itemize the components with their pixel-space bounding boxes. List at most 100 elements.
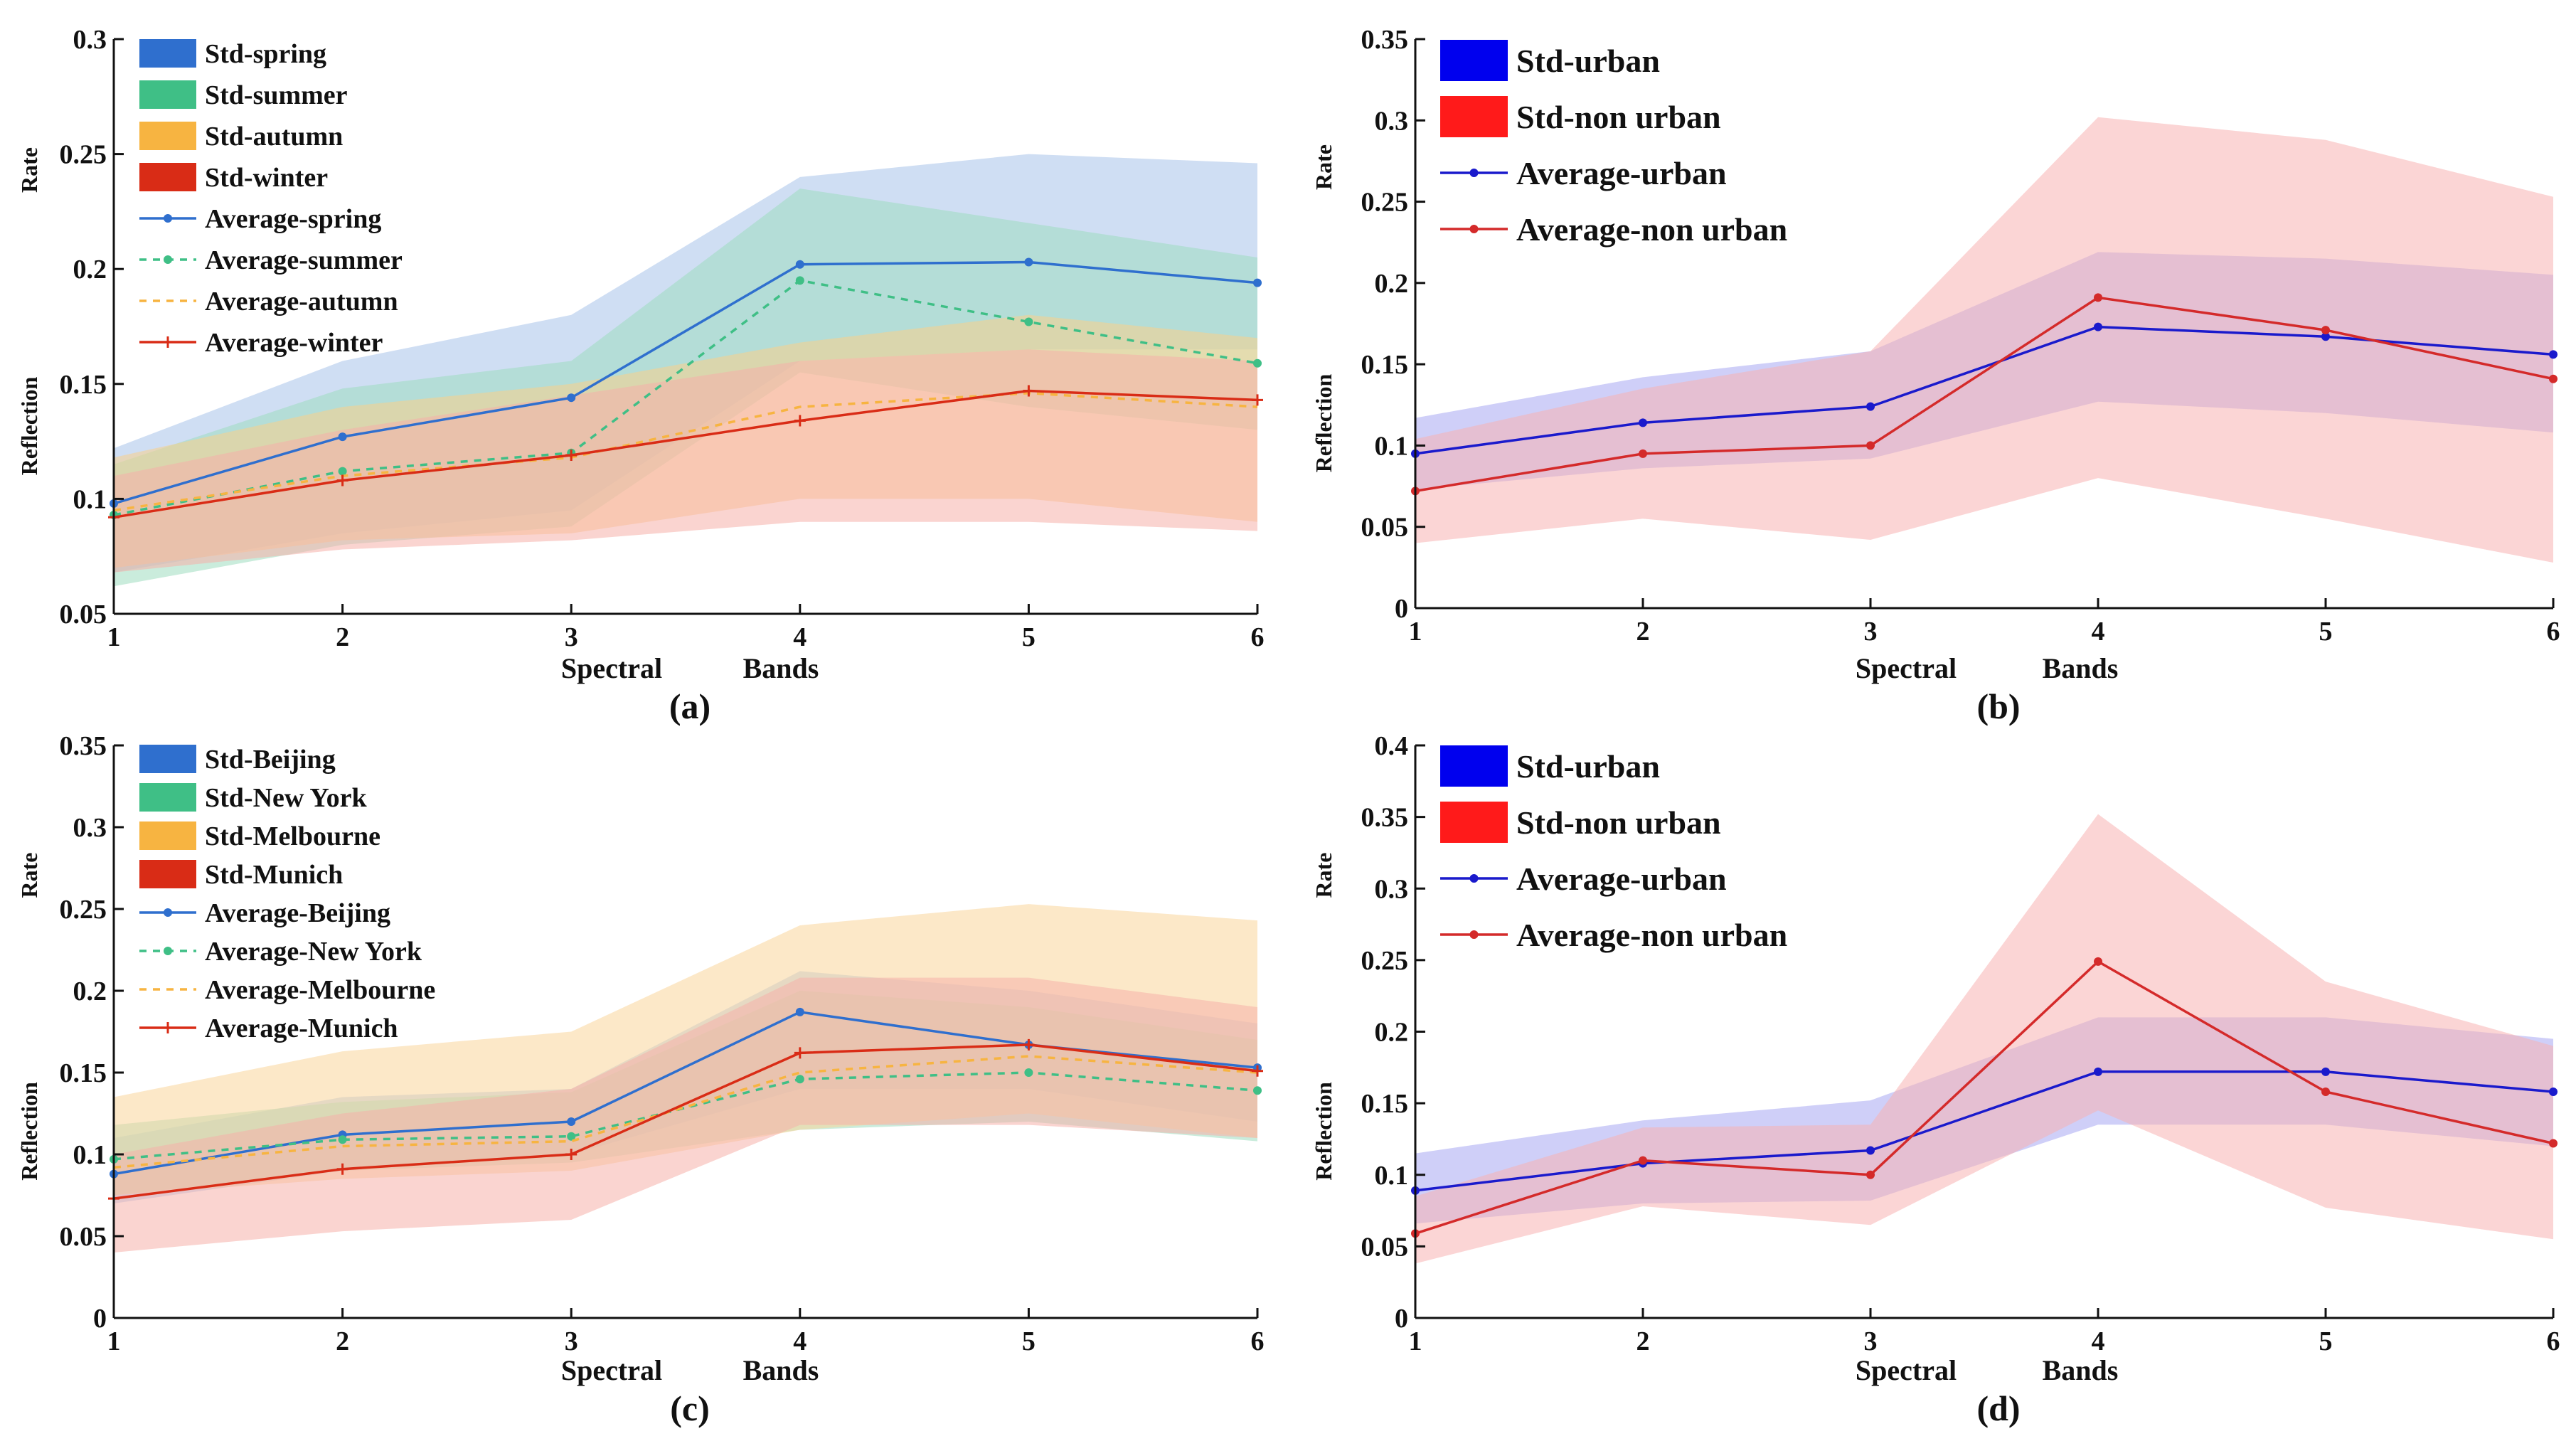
- data-point-average-spring-2: [338, 432, 347, 442]
- std-band-std-winter: [114, 349, 1257, 573]
- data-point-average-spring-4: [795, 260, 804, 269]
- panel-caption: (b): [1976, 686, 2020, 726]
- legend-label: Std-non urban: [1516, 99, 1721, 135]
- y-tick-label: 0.35: [60, 731, 107, 761]
- legend-label: Std-winter: [205, 163, 328, 193]
- x-tick-label: 5: [2319, 617, 2333, 647]
- legend-label: Average-Melbourne: [205, 975, 435, 1005]
- x-tick-label: 1: [1409, 617, 1422, 647]
- data-point-average-munich-4: [794, 1047, 806, 1059]
- y-axis-label-part: Rate: [16, 147, 42, 193]
- data-point-average-beijing-3: [567, 1117, 576, 1126]
- data-point-average-summer-6: [1253, 358, 1262, 368]
- x-tick-label: 3: [1864, 1326, 1878, 1356]
- x-axis-label-part: Bands: [2043, 652, 2119, 684]
- std-band-std-non-urban: [1415, 814, 2553, 1264]
- avg-line-average-urban: [1415, 1070, 2554, 1192]
- x-tick-label: 2: [1636, 617, 1650, 647]
- data-point-average-summer-5: [1024, 317, 1033, 326]
- y-tick-label: 0.1: [1375, 1161, 1409, 1191]
- data-point-average-urban-6: [2549, 1088, 2558, 1097]
- x-tick-label: 4: [2092, 1326, 2105, 1356]
- y-axis-label-part: Reflection: [1311, 373, 1336, 472]
- data-point-average-winter-3: [565, 449, 578, 461]
- y-tick-label: 0.25: [60, 140, 107, 170]
- panel-caption: (a): [669, 686, 710, 726]
- x-tick-label: 4: [2092, 617, 2105, 647]
- y-tick-label: 0.25: [1361, 188, 1409, 218]
- y-tick-label: 0.35: [1361, 803, 1409, 833]
- legend-label: Std-spring: [205, 39, 326, 69]
- y-tick-label: 0.15: [1361, 350, 1409, 380]
- legend-label: Std-urban: [1516, 43, 1660, 79]
- x-tick-label: 2: [336, 1326, 349, 1356]
- x-tick-label: 5: [1022, 1326, 1036, 1356]
- y-axis-label-part: Rate: [16, 853, 42, 898]
- avg-line-average-summer: [113, 279, 1258, 516]
- x-axis-label-part: Spectral: [1856, 1354, 1957, 1386]
- legend-label: Average-autumn: [205, 287, 398, 317]
- legend-label: Std-Beijing: [205, 745, 336, 775]
- data-point-average-munich-5: [1023, 1038, 1035, 1051]
- legend-label: Std-summer: [205, 80, 348, 110]
- legend-swatch-average-non-urban-marker: [1469, 225, 1479, 233]
- y-tick-label: 0.2: [1375, 1018, 1409, 1048]
- chart-panel-a: 1 2 3 4 5 6 0.05 0.1 0.15 0.2 0.25 0.3 Spectral Bands…: [16, 25, 1265, 726]
- x-tick-label: 3: [565, 1326, 578, 1356]
- y-tick-label: 0.3: [73, 813, 107, 843]
- x-tick-label: 2: [1636, 1326, 1650, 1356]
- y-tick-label: 0.05: [1361, 1232, 1409, 1262]
- x-tick-label: 6: [2547, 1326, 2560, 1356]
- x-axis-label-part: Spectral: [561, 652, 662, 684]
- legend-swatch-average-summer-marker: [164, 255, 172, 264]
- legend-swatch-average-urban-marker: [1469, 874, 1479, 883]
- avg-line-average-winter: [113, 389, 1258, 519]
- chart-panel-c: 1 2 3 4 5 6 0 0.05 0.1 0.15 0.2 0.25 0.3 0.35 Spectral…: [16, 731, 1265, 1428]
- legend: Std-urban Std-non urban Average-urban Avera…: [1440, 40, 1787, 248]
- data-point-average-non-urban-6: [2549, 1139, 2558, 1148]
- x-tick-label: 1: [107, 1326, 121, 1356]
- x-tick-label: 5: [1022, 622, 1036, 652]
- data-point-average-non-urban-4: [2094, 293, 2102, 302]
- avg-line-average-urban: [1415, 325, 2554, 455]
- legend-swatch-average-winter-marker: [162, 336, 174, 348]
- legend-swatch-average-spring-marker: [164, 214, 172, 223]
- data-point-average-non-urban-5: [2321, 326, 2330, 335]
- legend-label: Average-winter: [205, 328, 383, 358]
- data-point-average-new-york-5: [1024, 1068, 1033, 1077]
- data-point-average-winter-6: [1252, 394, 1263, 406]
- y-tick-label: 0.1: [1375, 431, 1409, 461]
- x-tick-label: 1: [1409, 1326, 1422, 1356]
- data-point-average-new-york-3: [567, 1132, 576, 1141]
- y-tick-label: 0.15: [60, 1058, 107, 1088]
- x-axis-label-part: Spectral: [1856, 652, 1957, 684]
- x-axis-label-part: Spectral: [561, 1354, 662, 1386]
- y-axis-label-part: Reflection: [16, 1082, 42, 1181]
- legend-label: Average-New York: [205, 937, 422, 967]
- legend: Std-Beijing Std-New York Std-Melbourne Std-…: [139, 745, 435, 1043]
- x-tick-label: 6: [1251, 1326, 1265, 1356]
- x-tick-label: 3: [1864, 617, 1878, 647]
- legend-swatch-average-urban-marker: [1469, 169, 1479, 177]
- data-point-average-winter-4: [794, 415, 806, 427]
- legend-swatch-std-non-urban: [1440, 96, 1508, 137]
- legend-label: Std-Melbourne: [205, 821, 380, 851]
- data-point-average-urban-3: [1866, 402, 1875, 411]
- panel-caption: (d): [1976, 1388, 2020, 1428]
- legend-label: Average-non urban: [1516, 917, 1787, 953]
- legend-label: Std-autumn: [205, 122, 343, 151]
- avg-line-average-autumn: [113, 391, 1258, 512]
- legend-label: Average-urban: [1516, 861, 1727, 897]
- avg-line-average-new-york: [113, 1071, 1258, 1161]
- y-axis-label-part: Reflection: [16, 376, 42, 475]
- legend-swatch-std-urban: [1440, 40, 1508, 81]
- avg-line-average-spring: [113, 260, 1258, 505]
- y-tick-label: 0.2: [73, 977, 107, 1006]
- x-tick-label: 4: [793, 1326, 807, 1356]
- legend: Std-spring Std-summer Std-autumn Std-winter…: [139, 39, 403, 358]
- data-point-average-summer-4: [795, 276, 804, 285]
- legend-label: Std-New York: [205, 783, 368, 813]
- legend: Std-urban Std-non urban Average-urban Avera…: [1440, 745, 1787, 953]
- legend-swatch-std-autumn: [139, 122, 196, 150]
- data-point-average-new-york-2: [338, 1135, 347, 1144]
